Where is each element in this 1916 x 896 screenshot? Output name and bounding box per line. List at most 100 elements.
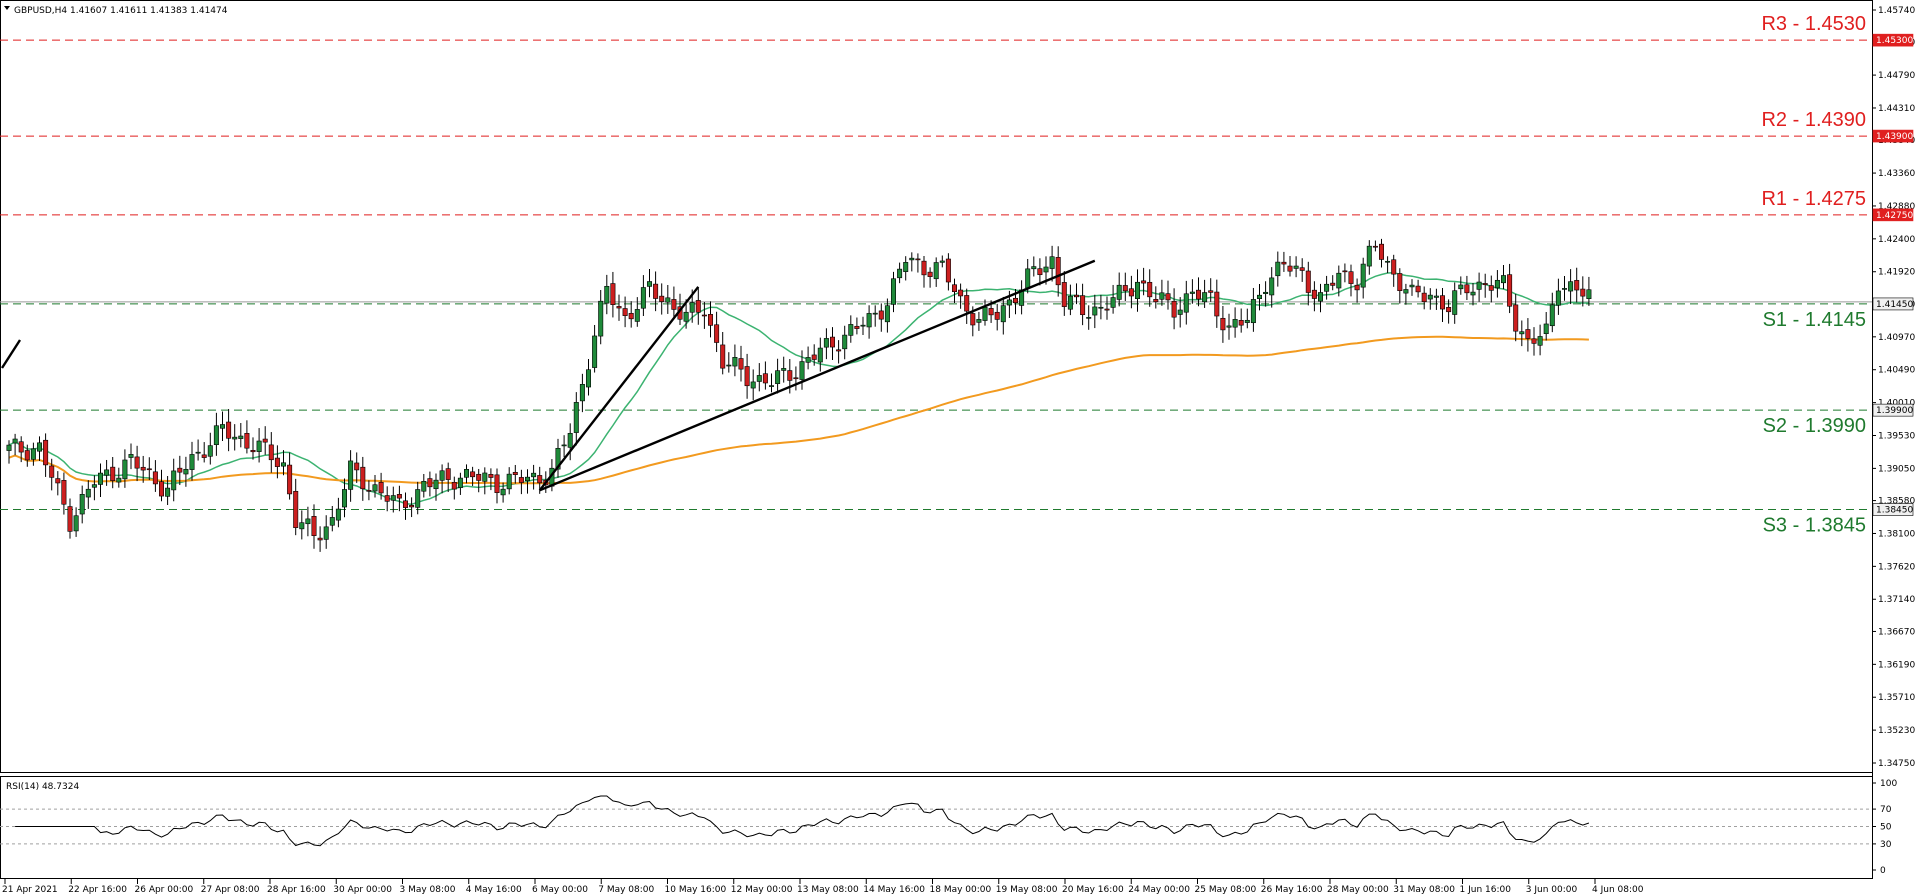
trendline-edge <box>0 339 22 369</box>
candle-body <box>524 476 530 482</box>
candle-body <box>171 470 177 491</box>
candle-body <box>268 444 274 461</box>
candle-body <box>1147 281 1153 298</box>
time-tick-label: 12 May 00:00 <box>731 885 793 895</box>
candle-body <box>958 289 964 297</box>
candle-body <box>1379 243 1385 260</box>
time-tick-label: 31 May 08:00 <box>1393 885 1455 895</box>
time-tick-label: 28 Apr 16:00 <box>267 885 326 895</box>
candle-body <box>372 484 378 492</box>
price-tick-label: 1.34750 <box>1878 759 1915 769</box>
candle-body <box>43 439 49 466</box>
trendline <box>539 259 1096 492</box>
candle-body <box>1397 273 1403 291</box>
candle-body <box>945 258 951 283</box>
candle-body <box>1513 304 1519 332</box>
trendlines <box>0 259 1096 492</box>
time-tick-label: 3 May 08:00 <box>400 885 456 895</box>
candle-body <box>683 311 689 322</box>
candle-body <box>744 366 750 387</box>
candle-body <box>1159 292 1165 300</box>
candle-body <box>79 494 85 515</box>
price-tick-label: 1.36190 <box>1878 660 1915 670</box>
candle-body <box>982 307 988 321</box>
candle-body <box>67 506 73 532</box>
rsi-tick-label: 70 <box>1880 805 1892 815</box>
candle-body <box>293 490 299 528</box>
candle-body <box>1324 283 1330 292</box>
candle-body <box>415 489 421 508</box>
time-tick-label: 25 May 08:00 <box>1195 885 1257 895</box>
candle-body <box>994 311 1000 320</box>
candle-body <box>1586 289 1592 299</box>
candle-body <box>1135 281 1141 299</box>
candle-body <box>55 478 61 484</box>
candle-body <box>805 357 811 363</box>
candle-body <box>1421 292 1427 303</box>
candle-body <box>1476 281 1482 290</box>
rsi-line <box>15 795 1590 847</box>
candle-body <box>781 368 787 371</box>
candle-body <box>616 306 622 309</box>
candle-body <box>951 284 957 293</box>
candle-body <box>915 258 921 261</box>
candle-body <box>140 466 146 471</box>
candle-body <box>488 474 494 478</box>
time-tick-label: 24 May 00:00 <box>1128 885 1190 895</box>
candle-body <box>878 310 884 320</box>
candle-body <box>1055 257 1061 286</box>
candle-body <box>884 305 890 323</box>
candle-body <box>714 324 720 343</box>
candle-body <box>1263 291 1269 294</box>
candle-body <box>6 444 12 451</box>
time-tick-label: 3 Jun 00:00 <box>1526 885 1578 895</box>
candle-body <box>811 354 817 360</box>
candle-body <box>1043 266 1049 273</box>
time-tick-label: 27 Apr 08:00 <box>201 885 260 895</box>
candle-body <box>1562 288 1568 290</box>
candle-body <box>707 314 713 326</box>
candle-body <box>433 479 439 490</box>
candle-body <box>732 357 738 367</box>
candle-body <box>12 438 18 444</box>
candle-body <box>653 283 659 299</box>
candle-body <box>890 278 896 305</box>
candle-body <box>439 470 445 481</box>
candle-body <box>1275 261 1281 277</box>
candle-body <box>494 474 500 493</box>
candle-body <box>1415 285 1421 293</box>
candle-body <box>1049 256 1055 269</box>
candle-body <box>305 518 311 525</box>
candle-body <box>238 435 244 439</box>
candle-body <box>134 456 140 469</box>
candle-body <box>1305 270 1311 293</box>
price-tick-label: 1.35710 <box>1878 693 1915 703</box>
candle-body <box>1391 259 1397 275</box>
candle-body <box>73 515 79 532</box>
candle-body <box>378 482 384 494</box>
candle-body <box>384 495 390 502</box>
candle-body <box>1281 261 1287 265</box>
candle-body <box>335 508 341 521</box>
level-label: S2 - 1.3990 <box>1763 415 1866 437</box>
time-tick-label: 19 May 08:00 <box>996 885 1058 895</box>
candle-body <box>98 472 104 485</box>
time-tick-label: 4 May 16:00 <box>466 885 522 895</box>
rsi-tick-label: 0 <box>1880 866 1886 876</box>
dropdown-triangle-icon[interactable] <box>4 6 10 10</box>
candle-body <box>671 299 677 310</box>
price-tick-label: 1.44310 <box>1878 104 1915 114</box>
candlesticks <box>6 238 1592 552</box>
candle-body <box>354 462 360 471</box>
candle-body <box>165 487 171 497</box>
price-tick-label: 1.45740 <box>1878 6 1915 16</box>
candle-body <box>567 433 573 448</box>
rsi-tick-label: 100 <box>1880 779 1897 789</box>
candle-body <box>1440 295 1446 310</box>
candle-body <box>195 451 201 454</box>
time-tick-label: 10 May 16:00 <box>665 885 727 895</box>
candle-body <box>500 488 506 496</box>
candle-body <box>360 466 366 490</box>
